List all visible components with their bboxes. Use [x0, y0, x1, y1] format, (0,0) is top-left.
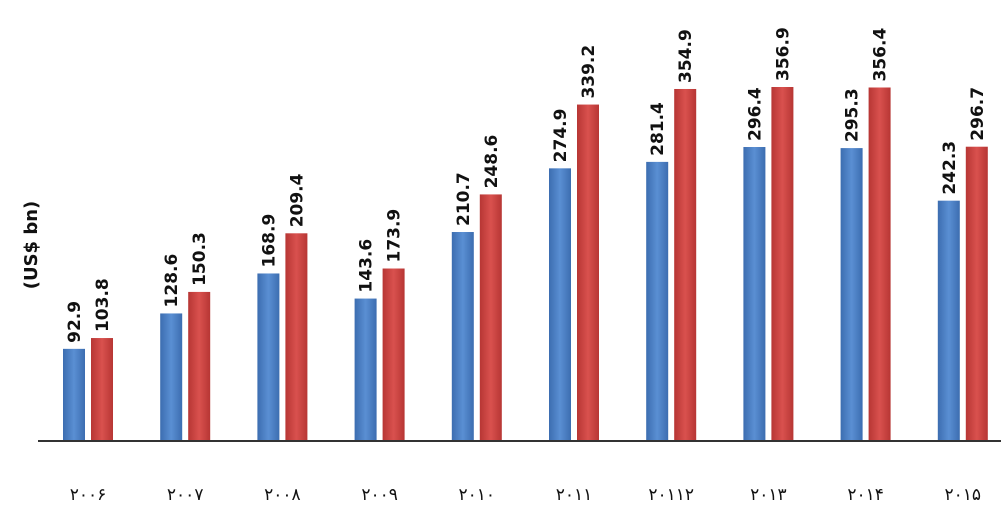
- x-tick-label-5: ٢٠١١: [556, 485, 593, 505]
- x-tick-label-4: ٢٠١٠: [459, 485, 496, 505]
- bar-series1-5: [549, 168, 571, 441]
- x-tick-label-1: ٢٠٠٧: [167, 485, 204, 505]
- data-label-series1-7: 296.4: [745, 87, 765, 141]
- bar-series2-9: [965, 146, 988, 441]
- x-tick-label-9: ٢٠١۵: [945, 485, 982, 505]
- bar-series1-1: [160, 313, 183, 441]
- data-label-series2-3: 173.9: [385, 209, 405, 263]
- bar-series2-2: [285, 233, 308, 441]
- bar-series2-6: [674, 88, 697, 441]
- data-label-series1-0: 92.9: [65, 301, 85, 343]
- bar-series2-8: [868, 87, 891, 441]
- bar-series2-4: [479, 194, 502, 441]
- x-tick-label-3: ٢٠٠٩: [361, 485, 398, 505]
- y-axis-label: (US$ bn): [21, 201, 42, 290]
- bar-series1-4: [451, 232, 474, 441]
- bar-series1-2: [257, 273, 280, 441]
- data-label-series1-8: 295.3: [843, 88, 863, 142]
- x-tick-label-7: ٢٠١٣: [750, 485, 787, 505]
- bar-series1-6: [646, 161, 669, 441]
- data-label-series2-5: 339.2: [579, 45, 599, 99]
- data-label-series1-1: 128.6: [162, 254, 182, 308]
- bar-series1-9: [937, 200, 960, 441]
- x-tick-label-2: ٢٠٠٨: [264, 485, 301, 505]
- data-label-series2-9: 296.7: [968, 87, 988, 141]
- data-label-series2-2: 209.4: [287, 173, 307, 227]
- data-label-series1-6: 281.4: [648, 102, 668, 156]
- data-label-series2-1: 150.3: [190, 232, 210, 286]
- bar-series1-7: [743, 147, 766, 441]
- x-tick-label-6: ٢٠١١٢: [648, 485, 694, 505]
- data-label-series1-9: 242.3: [940, 141, 960, 195]
- data-label-series2-6: 354.9: [676, 29, 696, 83]
- bar-series2-7: [771, 87, 794, 441]
- data-label-series1-5: 274.9: [551, 109, 571, 163]
- bar-series1-8: [840, 148, 863, 441]
- data-label-series2-8: 356.4: [871, 28, 891, 82]
- bar-series1-0: [63, 348, 85, 441]
- bar-series2-1: [188, 291, 211, 441]
- bar-series2-0: [91, 338, 113, 441]
- bar-series2-5: [577, 104, 599, 441]
- data-label-series1-4: 210.7: [454, 172, 474, 226]
- x-tick-label-0: ٢٠٠۶: [70, 485, 107, 505]
- data-label-series1-3: 143.6: [357, 239, 377, 293]
- data-label-series2-7: 356.9: [773, 27, 793, 81]
- bar-series1-3: [354, 298, 377, 441]
- data-label-series1-2: 168.9: [259, 214, 279, 268]
- data-label-series2-0: 103.8: [93, 278, 113, 332]
- data-label-series2-4: 248.6: [482, 135, 502, 189]
- bar-series2-3: [382, 268, 405, 441]
- x-tick-label-8: ٢٠١۴: [847, 485, 884, 505]
